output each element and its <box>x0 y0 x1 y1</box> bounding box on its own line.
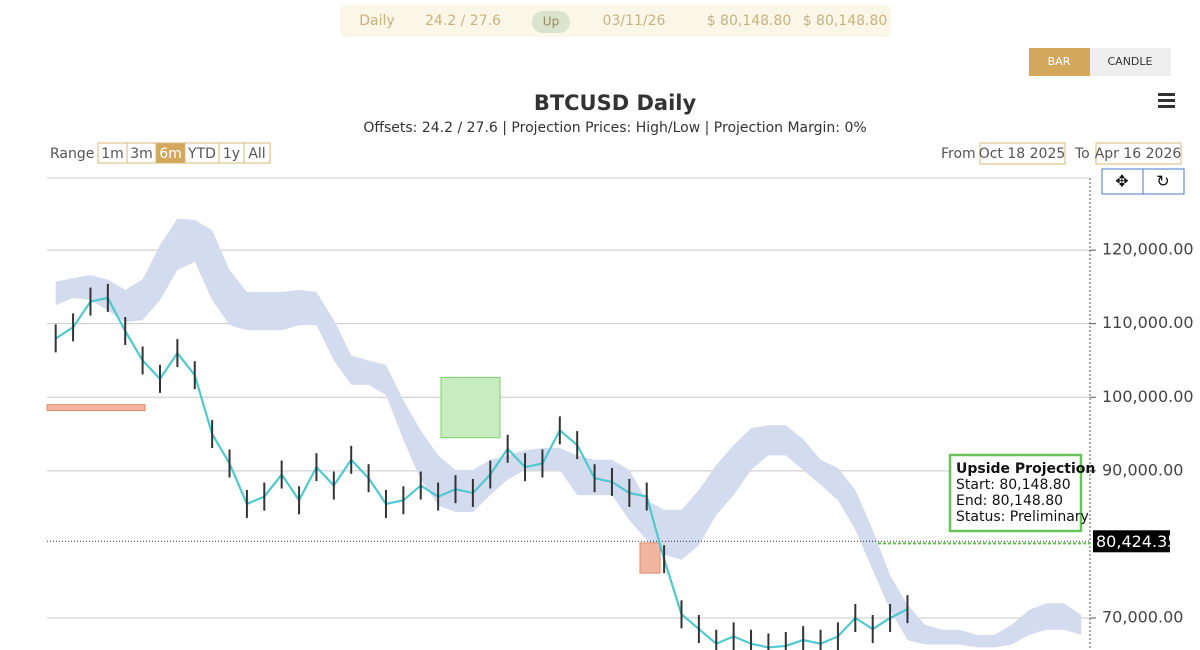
y-tick-label: 90,000.00 <box>1102 460 1183 479</box>
y-tick-label: 100,000.00 <box>1102 387 1194 406</box>
status-bar <box>340 5 891 37</box>
direction-pill <box>532 11 570 33</box>
end-price: $ 80,148.80 <box>803 13 888 29</box>
bar-button[interactable] <box>1029 48 1090 76</box>
range-option[interactable]: 6m <box>159 146 182 162</box>
offsets: 24.2 / 27.6 <box>425 13 501 29</box>
range-option[interactable]: 1m <box>101 146 124 162</box>
annotation-line: End: 80,148.80 <box>956 493 1063 509</box>
reset-icon[interactable]: ↻ <box>1156 172 1169 191</box>
zone <box>440 376 501 439</box>
annotation-title: Upside Projection <box>956 461 1095 477</box>
to-label: To <box>1074 146 1090 162</box>
last-price-label: 80,424.35 <box>1096 532 1177 551</box>
annotation-line: Status: Preliminary <box>956 509 1089 525</box>
direction: Up <box>543 15 559 29</box>
range-option[interactable]: All <box>248 146 265 162</box>
y-tick-label: 70,000.00 <box>1102 607 1183 626</box>
annotation-box <box>948 453 1083 533</box>
chart-subtitle: Offsets: 24.2 / 27.6 | Projection Prices… <box>363 120 866 136</box>
chart-title: BTCUSD Daily <box>534 91 697 115</box>
from-date[interactable]: Oct 18 2025 <box>979 146 1066 162</box>
y-tick-label: 110,000.00 <box>1102 313 1194 332</box>
last-price-box <box>1093 530 1170 553</box>
range-button[interactable] <box>243 142 271 164</box>
to-date[interactable]: Apr 16 2026 <box>1095 146 1182 162</box>
annotation-line: Start: 80,148.80 <box>956 477 1071 493</box>
zone <box>46 404 146 412</box>
bar-button-label[interactable]: BAR <box>1048 55 1071 68</box>
price-line <box>55 296 908 649</box>
reset-button[interactable] <box>1142 168 1185 195</box>
range-option[interactable]: 1y <box>223 146 240 162</box>
y-tick-label: 120,000.00 <box>1102 240 1194 259</box>
projection-band <box>55 218 1082 648</box>
to-input[interactable] <box>1095 142 1182 165</box>
candle-button[interactable] <box>1090 48 1171 76</box>
range-option[interactable]: YTD <box>187 146 216 162</box>
pan-icon[interactable]: ✥ <box>1115 172 1128 191</box>
start-price: $ 80,148.80 <box>707 13 792 29</box>
range-label: Range <box>50 146 94 162</box>
from-label: From <box>941 146 976 162</box>
menu-icon[interactable] <box>1158 93 1175 108</box>
interval: Daily <box>359 13 394 29</box>
range-option[interactable]: 3m <box>130 146 153 162</box>
zone <box>639 542 661 574</box>
from-input[interactable] <box>979 142 1066 165</box>
pan-button[interactable] <box>1101 168 1144 195</box>
candle-button-label[interactable]: CANDLE <box>1108 55 1153 68</box>
date: 03/11/26 <box>603 13 666 29</box>
